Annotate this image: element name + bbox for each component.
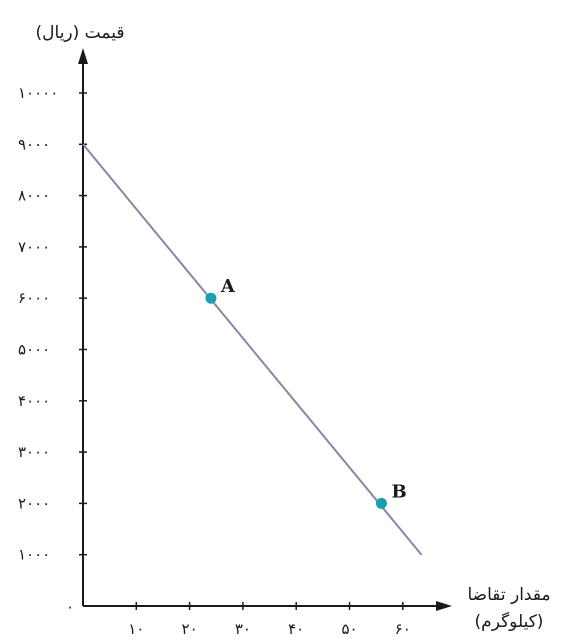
x-tick-label: ۶۰ xyxy=(395,620,411,638)
axes xyxy=(78,48,452,611)
y-tick-label: ۴۰۰۰ xyxy=(18,392,50,410)
x-tick-label: ۲۰ xyxy=(182,620,198,638)
y-tick-label: ۹۰۰۰ xyxy=(18,135,50,153)
y-tick-label: ۱۰۰۰۰ xyxy=(18,84,58,102)
y-tick-label: ۱۰۰۰ xyxy=(18,546,50,564)
y-tick-label: ۳۰۰۰ xyxy=(18,443,50,461)
x-axis-arrow xyxy=(436,601,452,611)
point-B xyxy=(375,497,387,509)
labels: قیمت (ریال) مقدار تقاضا (کیلوگرم) ۰ xyxy=(36,23,551,632)
x-tick-label: ۳۰ xyxy=(235,620,251,638)
series: AB xyxy=(82,143,423,556)
x-tick-label: ۴۰ xyxy=(288,620,304,638)
y-tick-label: ۵۰۰۰ xyxy=(18,341,50,359)
y-axis-title: قیمت (ریال) xyxy=(36,23,125,43)
y-axis-arrow xyxy=(78,48,88,64)
point-A xyxy=(205,292,217,304)
demand-line xyxy=(82,143,423,556)
x-tick-label: ۵۰ xyxy=(341,620,357,638)
point-label-B: B xyxy=(391,481,406,502)
y-tick-label: ۷۰۰۰ xyxy=(18,238,50,256)
ticks: ۱۰۰۰ ۲۰۰۰ ۳۰۰۰ ۴۰۰۰ ۵۰۰۰ ۶۰۰۰ ۷۰۰۰ ۸۰۰۰ ۹۰۰۰ ۱۰۰۰… xyxy=(18,84,411,638)
y-tick-label: ۲۰۰۰ xyxy=(18,494,50,512)
x-axis-title-line2: (کیلوگرم) xyxy=(475,611,544,632)
x-tick-label: ۱۰ xyxy=(128,620,144,638)
point-label-A: A xyxy=(220,276,236,297)
x-axis-title-line1: مقدار تقاضا xyxy=(467,585,550,605)
y-tick-label: ۸۰۰۰ xyxy=(18,187,50,205)
y-tick-label: ۶۰۰۰ xyxy=(18,289,50,307)
origin-label: ۰ xyxy=(66,598,74,616)
